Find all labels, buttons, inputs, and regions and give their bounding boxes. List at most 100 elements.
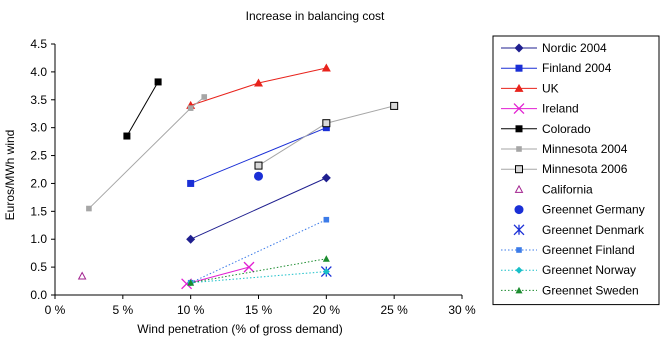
legend-item: Minnesota 2006 xyxy=(501,162,628,176)
data-point xyxy=(123,132,131,140)
x-tick-label: 10 % xyxy=(177,303,205,317)
y-tick-label: 2.0 xyxy=(30,176,47,190)
legend-marker xyxy=(513,103,525,115)
legend-marker xyxy=(515,286,523,294)
series-colorado xyxy=(123,78,162,140)
plot-area xyxy=(77,63,399,290)
legend-label: Greennet Sweden xyxy=(542,283,639,297)
data-point xyxy=(187,105,194,111)
legend-label: Greennet Finland xyxy=(542,243,635,257)
legend-label: Ireland xyxy=(542,102,579,116)
data-point xyxy=(322,268,330,276)
legend-marker xyxy=(515,64,523,72)
x-tick-label: 20 % xyxy=(313,303,341,317)
legend-label: Colorado xyxy=(542,122,591,136)
series-line xyxy=(190,177,327,240)
data-point xyxy=(186,234,196,244)
data-point xyxy=(323,216,330,223)
axes: 0.0 0.5 1.0 1.5 2.0 2.5 3.0 3.5 4.0 4.5 0 % 5 % 10 %… xyxy=(30,37,476,317)
legend-item: UK xyxy=(501,81,559,95)
legend-label: UK xyxy=(542,81,559,95)
legend-marker xyxy=(514,83,524,92)
y-tick-label: 0.0 xyxy=(30,288,47,302)
y-tick-label: 3.5 xyxy=(30,93,47,107)
series-line xyxy=(186,266,250,285)
legend-label: Minnesota 2006 xyxy=(542,162,628,176)
y-tick-label: 4.5 xyxy=(30,37,47,51)
series-greennet-sweden xyxy=(187,255,330,286)
legend-marker xyxy=(513,224,525,236)
series-line xyxy=(88,96,205,209)
x-tick-label: 25 % xyxy=(380,303,408,317)
legend-item: Greennet Sweden xyxy=(501,283,639,297)
data-point xyxy=(187,179,195,187)
data-point xyxy=(77,271,87,280)
series-line xyxy=(190,219,327,284)
legend-item: Finland 2004 xyxy=(501,61,612,75)
legend-marker xyxy=(514,184,524,193)
legend-item: Minnesota 2004 xyxy=(501,142,628,156)
series-greennet-norway xyxy=(187,268,330,287)
data-point xyxy=(321,173,331,183)
series-line xyxy=(190,258,327,284)
legend-label: Finland 2004 xyxy=(542,61,612,75)
legend-item: Colorado xyxy=(501,122,591,136)
data-point xyxy=(322,119,331,128)
legend-label: Greennet Denmark xyxy=(542,223,645,237)
legend-marker xyxy=(515,125,523,133)
legend-marker xyxy=(516,146,522,152)
data-point xyxy=(187,279,195,286)
y-tick-label: 2.5 xyxy=(30,149,47,163)
series-minnesota-2004 xyxy=(86,94,208,212)
series-line xyxy=(258,105,395,167)
legend-item: Greennet Germany xyxy=(514,203,645,217)
series-minnesota-2006 xyxy=(254,101,399,170)
legend-item: Ireland xyxy=(501,102,579,116)
legend-item: Greennet Denmark xyxy=(513,223,645,237)
chart-title: Increase in balancing cost xyxy=(246,9,385,23)
x-tick-label: 0 % xyxy=(45,303,66,317)
legend-marker xyxy=(515,165,523,174)
x-tick-label: 15 % xyxy=(245,303,273,317)
legend-item: Nordic 2004 xyxy=(501,41,607,55)
series-line xyxy=(190,67,327,106)
series-line xyxy=(190,271,327,284)
x-axis-label: Wind penetration (% of gross demand) xyxy=(137,322,342,336)
series-uk xyxy=(186,63,331,109)
series-line xyxy=(126,81,159,137)
series-greennet-finland xyxy=(187,216,330,286)
data-point xyxy=(154,78,162,86)
data-point xyxy=(321,63,331,72)
y-tick-label: 0.5 xyxy=(30,260,47,274)
data-point xyxy=(254,161,263,170)
data-point xyxy=(322,255,330,262)
legend-item: Greennet Norway xyxy=(501,263,636,277)
legend-marker xyxy=(516,247,522,253)
x-tick-label: 5 % xyxy=(112,303,133,317)
legend-marker xyxy=(515,266,523,274)
legend: Nordic 2004 Finland 2004 UK Ireland Colorado… xyxy=(492,35,660,306)
legend-marker xyxy=(514,205,524,215)
legend-label: Greennet Norway xyxy=(542,263,636,277)
y-tick-label: 1.0 xyxy=(30,232,47,246)
data-point xyxy=(243,261,255,273)
series-greennet-germany xyxy=(254,171,263,181)
y-tick-label: 4.0 xyxy=(30,65,47,79)
legend-item: California xyxy=(514,182,593,196)
y-tick-label: 3.0 xyxy=(30,121,47,135)
data-point xyxy=(390,101,399,110)
legend-label: Greennet Germany xyxy=(542,203,645,217)
legend-label: California xyxy=(542,182,593,196)
data-point xyxy=(86,205,92,212)
data-point xyxy=(322,124,330,132)
series-nordic-2004 xyxy=(186,173,331,244)
series-california xyxy=(77,271,87,280)
data-point xyxy=(201,94,208,100)
y-axis-label: Euros/MWh wind xyxy=(3,130,17,221)
legend-item: Greennet Finland xyxy=(501,243,635,257)
legend-label: Minnesota 2004 xyxy=(542,142,628,156)
x-tick-label: 30 % xyxy=(448,303,476,317)
data-point xyxy=(254,78,263,87)
data-point xyxy=(254,171,263,181)
